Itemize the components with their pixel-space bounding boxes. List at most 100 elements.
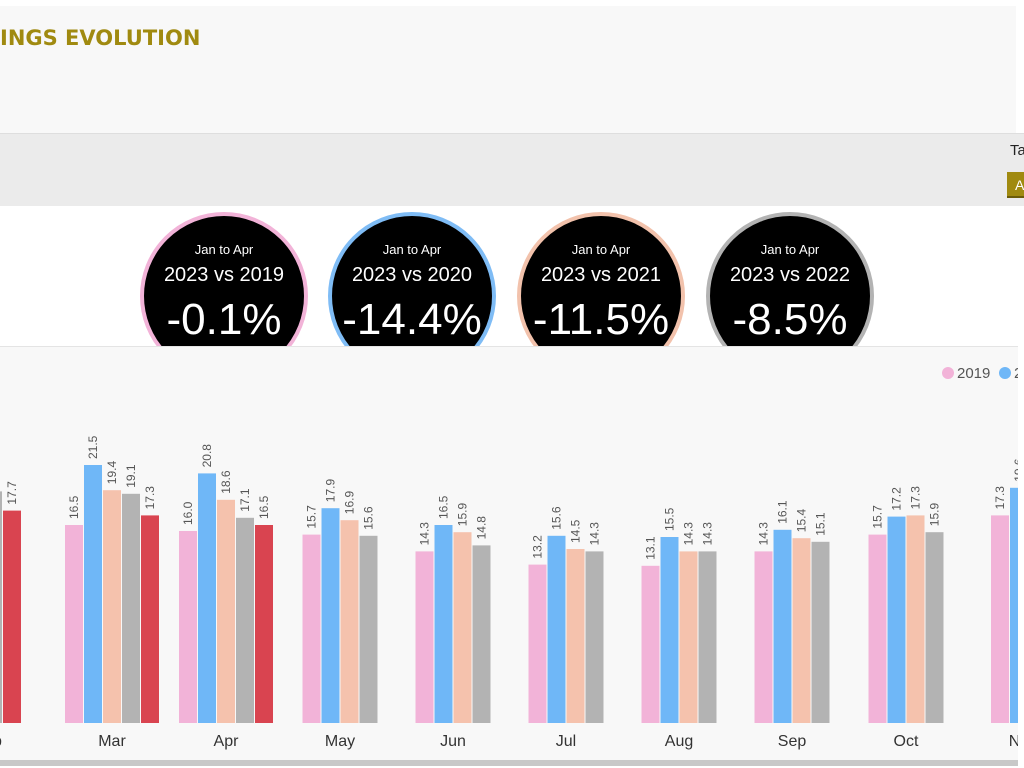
bar-Mar-s1[interactable]: [84, 465, 102, 723]
bar-Sep-s1[interactable]: [773, 529, 792, 723]
bar-Jun-s3[interactable]: [472, 545, 491, 723]
legend-label[interactable]: 2019: [957, 365, 990, 382]
kpi-period: Jan to Apr: [382, 242, 442, 257]
legend-label[interactable]: 20: [1014, 365, 1018, 382]
bar-May-s1[interactable]: [321, 508, 340, 723]
legend-swatch: [942, 367, 954, 379]
kpi-comparison: 2023 vs 2019: [163, 264, 285, 286]
data-label: 17.2: [890, 487, 904, 511]
x-tick-label: Jul: [556, 733, 576, 750]
bar-Mar-s0[interactable]: [65, 525, 83, 723]
bar-Mar-s3[interactable]: [122, 493, 140, 723]
data-label: 18.6: [219, 470, 233, 494]
report-header: INGS EVOLUTION: [0, 6, 1016, 133]
bar-Apr-s1[interactable]: [198, 473, 216, 723]
data-label: 16.5: [437, 495, 451, 519]
bar-Jun-s0[interactable]: [415, 551, 434, 723]
bar-May-s3[interactable]: [359, 535, 378, 723]
x-tick-label: Jun: [440, 733, 466, 750]
data-label: 19.1: [124, 464, 138, 488]
x-tick-label: No: [1009, 733, 1018, 750]
bar-No-s0[interactable]: [991, 515, 1009, 723]
data-label: 17.1: [238, 488, 252, 512]
data-label: 13.1: [644, 536, 658, 560]
x-tick-label: May: [325, 733, 355, 750]
data-label: 15.7: [305, 505, 319, 529]
bar-Jul-s3[interactable]: [585, 551, 604, 723]
bar-Jul-s2[interactable]: [566, 549, 585, 723]
kpi-value: -11.5%: [532, 295, 670, 344]
kpi-card-vs-2019: Jan to Apr 2023 vs 2019 -0.1%: [140, 212, 308, 380]
x-tick-label: Sep: [778, 733, 807, 750]
data-label: 16.5: [257, 495, 271, 519]
data-label: 14.3: [701, 522, 715, 546]
data-label: 14.3: [682, 522, 696, 546]
kpi-value: -14.4%: [342, 295, 482, 344]
bar-Jul-s1[interactable]: [547, 535, 566, 723]
bar-Apr-s2[interactable]: [217, 499, 235, 723]
chart-panel: 9.619.317.7eb16.521.519.419.117.3Mar16.0…: [0, 346, 1018, 761]
bar-chart: 9.619.317.7eb16.521.519.419.117.3Mar16.0…: [0, 365, 1018, 750]
bar-Jun-s1[interactable]: [434, 525, 453, 723]
bar-Oct-s3[interactable]: [925, 532, 944, 723]
data-label: 16.0: [181, 501, 195, 525]
data-label: 17.9: [324, 479, 338, 503]
kpi-period: Jan to Apr: [194, 242, 254, 257]
data-label: 17.3: [993, 486, 1007, 510]
data-label: 19.4: [105, 461, 119, 485]
bar-eb-s3[interactable]: [0, 491, 2, 723]
data-label: 17.7: [5, 481, 19, 505]
data-label: 20.8: [200, 444, 214, 468]
bar-Mar-s4[interactable]: [141, 515, 159, 723]
data-label: 15.7: [871, 505, 885, 529]
filter-button[interactable]: A: [1007, 172, 1024, 198]
bar-Aug-s3[interactable]: [698, 551, 717, 723]
kpi-period: Jan to Apr: [760, 242, 820, 257]
bar-Mar-s2[interactable]: [103, 490, 121, 723]
data-label: 14.3: [418, 522, 432, 546]
data-label: 15.5: [663, 507, 677, 531]
filter-bar: Ta: [0, 133, 1024, 207]
data-label: 13.2: [531, 535, 545, 559]
bar-Jun-s2[interactable]: [453, 532, 472, 723]
data-label: 15.9: [456, 503, 470, 527]
data-label: 14.3: [588, 522, 602, 546]
bar-Sep-s3[interactable]: [811, 541, 830, 723]
bar-eb-s4[interactable]: [3, 510, 21, 723]
kpi-period: Jan to Apr: [571, 242, 631, 257]
data-label: 14.8: [475, 516, 489, 540]
bar-Sep-s0[interactable]: [754, 551, 773, 723]
x-tick-label: Aug: [665, 733, 693, 750]
bar-Aug-s0[interactable]: [641, 565, 660, 723]
data-label: 15.9: [928, 503, 942, 527]
legend-swatch: [999, 367, 1011, 379]
bar-Jul-s0[interactable]: [528, 564, 547, 723]
bar-Aug-s2[interactable]: [679, 551, 698, 723]
kpi-value: -8.5%: [732, 295, 848, 344]
data-label: 17.3: [143, 486, 157, 510]
data-label: 16.5: [67, 495, 81, 519]
kpi-comparison: 2023 vs 2020: [351, 264, 473, 286]
data-label: 15.6: [362, 506, 376, 530]
bar-Oct-s2[interactable]: [906, 515, 925, 723]
x-tick-label: Apr: [214, 733, 240, 750]
bar-Apr-s0[interactable]: [179, 531, 197, 723]
data-label: 14.3: [757, 522, 771, 546]
x-tick-label: Oct: [894, 733, 919, 750]
bottom-scrollbar[interactable]: [0, 760, 1018, 766]
data-label: 17.3: [909, 486, 923, 510]
bar-Apr-s4[interactable]: [255, 525, 273, 723]
page-title: INGS EVOLUTION: [0, 26, 201, 50]
bar-Oct-s0[interactable]: [868, 534, 887, 723]
bar-May-s0[interactable]: [302, 534, 321, 723]
bar-Aug-s1[interactable]: [660, 537, 679, 723]
bar-Apr-s3[interactable]: [236, 517, 254, 723]
data-label: 14.5: [569, 519, 583, 543]
data-label: 16.9: [343, 491, 357, 515]
bar-Oct-s1[interactable]: [887, 516, 906, 723]
bar-Sep-s2[interactable]: [792, 538, 811, 723]
data-label: 19.6: [1012, 458, 1018, 482]
bar-May-s2[interactable]: [340, 520, 359, 723]
bar-No-s1[interactable]: [1010, 487, 1018, 723]
data-label: 15.4: [795, 509, 809, 533]
